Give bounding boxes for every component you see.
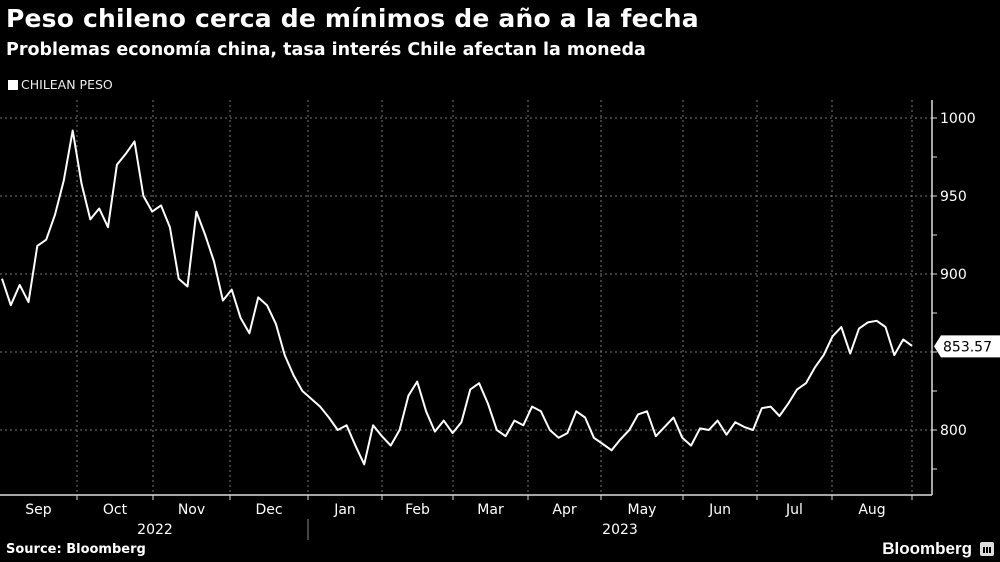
svg-text:Aug: Aug	[858, 502, 885, 518]
legend-label: CHILEAN PESO	[21, 77, 113, 92]
axes: 800 900 950 1000 Sep Oct Nov Dec Jan Feb Mar Apr May…	[0, 100, 976, 540]
svg-text:Feb: Feb	[405, 502, 430, 518]
svg-text:Apr: Apr	[552, 502, 576, 518]
svg-text:Jul: Jul	[785, 502, 803, 518]
svg-text:Sep: Sep	[25, 502, 52, 518]
bloomberg-chart-icon	[980, 542, 994, 556]
legend: CHILEAN PESO	[8, 77, 113, 92]
source-label: Source: Bloomberg	[6, 542, 146, 557]
svg-text:2023: 2023	[602, 522, 638, 538]
svg-text:853.57: 853.57	[943, 339, 992, 355]
bloomberg-logo: Bloomberg	[882, 539, 972, 558]
gridlines	[0, 100, 932, 495]
svg-text:Mar: Mar	[477, 502, 504, 518]
svg-text:2022: 2022	[137, 522, 173, 538]
chilean-peso-line	[1, 129, 913, 466]
chart-subtitle: Problemas economía china, tasa interés C…	[6, 40, 646, 60]
svg-text:Jan: Jan	[333, 502, 356, 518]
legend-swatch	[8, 79, 18, 90]
svg-text:Oct: Oct	[103, 502, 128, 518]
svg-text:950: 950	[940, 189, 967, 205]
svg-text:Dec: Dec	[255, 502, 282, 518]
svg-text:900: 900	[940, 267, 967, 283]
svg-text:May: May	[628, 502, 657, 518]
svg-text:800: 800	[940, 423, 967, 439]
chart-title: Peso chileno cerca de mínimos de año a l…	[6, 4, 699, 33]
svg-text:Jun: Jun	[708, 502, 731, 518]
last-value-label: 853.57	[934, 335, 1000, 358]
svg-text:Nov: Nov	[178, 502, 205, 518]
svg-text:1000: 1000	[940, 111, 976, 127]
